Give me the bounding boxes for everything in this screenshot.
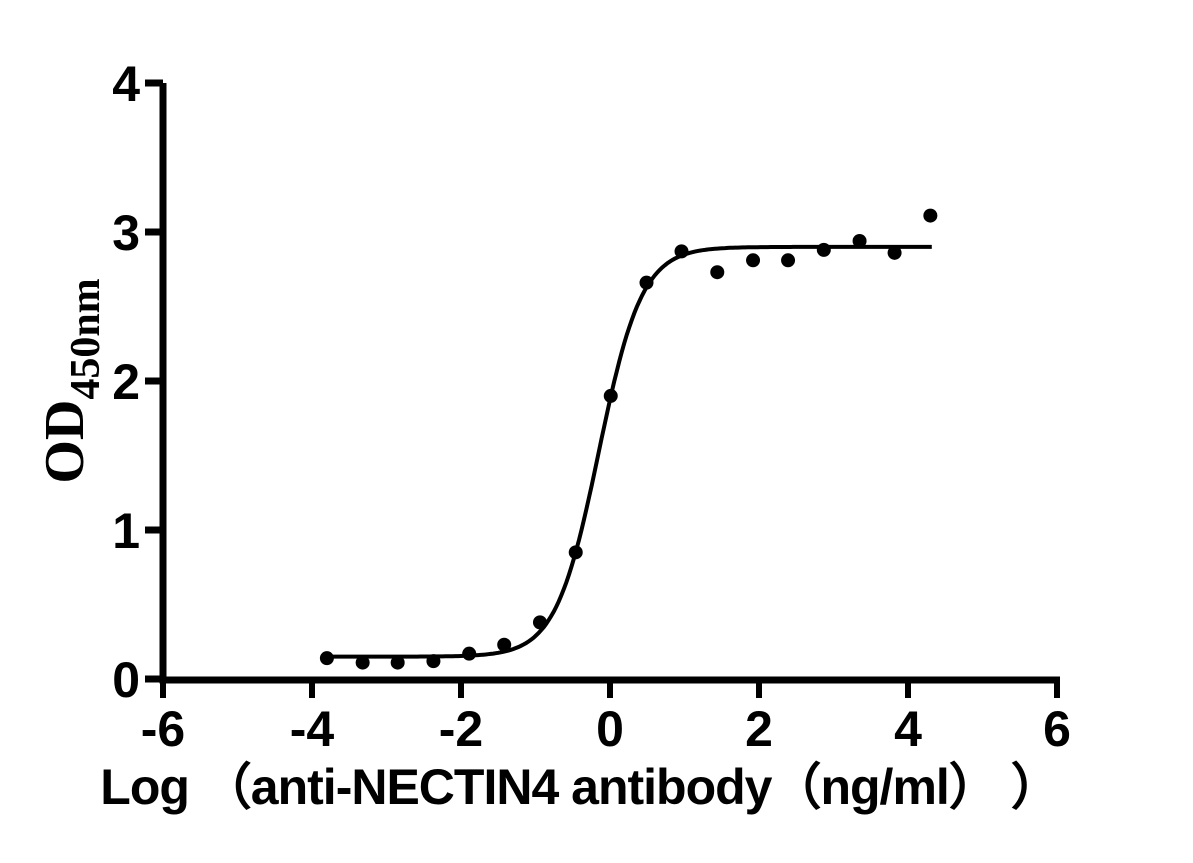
data-point	[852, 233, 867, 248]
x-tick-label: 2	[745, 701, 773, 757]
x-tick-label: 4	[894, 701, 922, 757]
y-tick-label: 3	[112, 205, 140, 261]
data-point	[710, 265, 725, 280]
data-point	[390, 655, 405, 670]
data-point	[426, 654, 441, 669]
data-point	[781, 253, 796, 268]
x-tick-label: -2	[439, 701, 483, 757]
data-point	[746, 253, 761, 268]
data-point	[319, 651, 334, 666]
data-point	[603, 388, 618, 403]
fit-curve	[326, 244, 932, 659]
y-tick-label: 0	[112, 652, 140, 708]
y-axis-title-subscript: 450nm	[63, 278, 109, 400]
data-point	[887, 245, 902, 260]
data-point	[816, 242, 831, 257]
y-axis-title-main: OD	[34, 399, 96, 484]
data-point	[639, 275, 654, 290]
y-axis-title: OD450nm	[34, 278, 109, 484]
y-tick-label: 1	[112, 503, 140, 559]
x-tick-label: -6	[141, 701, 185, 757]
data-point	[355, 655, 370, 670]
x-tick-label: 6	[1043, 701, 1071, 757]
data-point	[568, 545, 583, 560]
data-point	[462, 646, 477, 661]
x-tick-label: 0	[596, 701, 624, 757]
data-point	[674, 244, 689, 259]
x-axis-title: Log （anti-NECTIN4 antibody（ng/ml） ）	[100, 759, 1060, 815]
y-tick-label: 2	[112, 354, 140, 410]
data-point	[497, 637, 512, 652]
data-point	[923, 208, 938, 223]
x-tick-label: -4	[290, 701, 335, 757]
data-point	[532, 615, 547, 630]
y-tick-label: 4	[112, 56, 140, 112]
